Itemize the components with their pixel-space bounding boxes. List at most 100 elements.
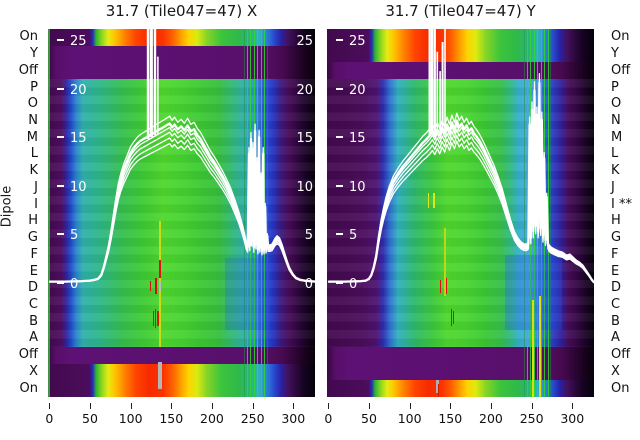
overlay-ytick-label: 5 [336, 227, 357, 245]
ytick-dash [336, 39, 343, 41]
heatmap-artifact [158, 282, 162, 292]
dipole-row-label-left: F [30, 246, 38, 262]
heatmap-artifact [523, 29, 525, 397]
x-tick-label: 250 [240, 411, 265, 426]
overlay-ytick-label-right: 0 [304, 276, 313, 292]
dipole-row-label-right: G [611, 230, 622, 246]
heatmap-artifact [544, 29, 546, 397]
ytick-dash [336, 233, 343, 235]
dipole-row-label-right: Off [611, 347, 631, 363]
heatmap-artifact [246, 29, 248, 397]
x-tick [211, 403, 214, 409]
x-tick-label: 300 [281, 411, 306, 426]
heatmap-artifact [48, 29, 50, 397]
ytick-dash [336, 87, 343, 90]
heatmap-row-stripes [48, 79, 315, 347]
dipole-row-label-right: On [611, 29, 630, 45]
overlay-ytick-label-right: 10 [296, 179, 313, 195]
dipole-row-label-right: K [611, 163, 620, 179]
heatmap-artifact [266, 29, 268, 397]
overlay-ytick-label: 0 [57, 276, 78, 294]
ytick-dash [57, 39, 64, 41]
heatmap-artifact [155, 309, 157, 328]
overlay-ytick-label: 10 [57, 179, 87, 197]
dipole-row-label-left: G [27, 230, 38, 246]
x-tick [252, 403, 254, 409]
heatmap-artifact [435, 380, 439, 393]
dipole-row-label-left: N [28, 113, 38, 128]
heatmap-band-rainbow [327, 29, 594, 63]
x-tick [328, 403, 330, 409]
dipole-row-label-left: M [26, 129, 38, 145]
heatmap-artifact [445, 278, 448, 294]
overlay-ytick-label-right: 15 [296, 131, 313, 146]
overlay-ytick-label-right: 5 [304, 228, 313, 243]
heatmap-artifact [225, 258, 270, 330]
panel-y-title: 31.7 (Tile047=47) Y [385, 2, 536, 20]
dipole-row-label-left: Y [30, 46, 38, 62]
dipole-row-label-left: A [29, 330, 38, 346]
dipole-row-label-left: O [27, 96, 38, 112]
x-tick-label: 50 [361, 411, 377, 426]
x-tick-label: 200 [479, 411, 503, 426]
x-tick-label: 300 [560, 411, 585, 426]
x-tick-label: 0 [45, 411, 54, 426]
ytick-dash [336, 136, 343, 138]
overlay-ytick-label: 25 [57, 33, 87, 51]
overlay-ytick-label: 5 [57, 227, 78, 245]
dipole-row-label-right: E [611, 263, 620, 279]
dipole-row-label-left: J [34, 179, 38, 195]
dipole-row-label-left: D [27, 280, 38, 296]
overlay-ytick-label: 15 [57, 130, 87, 148]
panel-x-title: 31.7 (Tile047=47) X [105, 2, 258, 20]
ytick-dash [57, 136, 64, 138]
overlay-ytick-label: 20 [336, 82, 366, 100]
dipole-row-label-left: L [30, 146, 38, 162]
heatmap-band-purple [48, 346, 315, 364]
dipole-row-label-left: K [29, 163, 38, 179]
overlay-ytick-label: 15 [336, 130, 366, 148]
overlay-ytick-label: 0 [336, 276, 357, 294]
dipole-row-label-right: P [611, 79, 619, 95]
ytick-dash [57, 87, 64, 90]
heatmap-artifact [433, 193, 436, 208]
heatmap-artifact [549, 29, 551, 397]
heatmap-artifact [532, 300, 534, 397]
heatmap-artifact [453, 311, 455, 324]
dipole-row-label-right: N [611, 113, 621, 128]
heatmap-artifact [260, 29, 262, 397]
ytick-dash [336, 281, 343, 284]
x-tick [89, 403, 92, 409]
heatmap-artifact [450, 309, 453, 326]
dipole-row-label-left: On [19, 29, 38, 45]
heatmap-artifact [157, 362, 162, 389]
dipole-row-label-right: L [611, 146, 619, 162]
x-tick-label: 100 [118, 411, 143, 426]
x-tick-label: 200 [200, 411, 224, 426]
heatmap-artifact [264, 29, 266, 397]
dipole-row-label-right: H [611, 213, 621, 229]
dipole-row-label-left: B [29, 313, 38, 329]
dipole-row-label-right: Off [611, 62, 631, 78]
dipole-row-label-left: Off [18, 347, 38, 363]
dipole-row-label-right: D [611, 280, 622, 296]
dipole-row-label-right: X [611, 363, 620, 379]
dipole-row-label-right: B [611, 313, 620, 329]
x-tick [490, 403, 493, 409]
dipole-row-label-right: I ** [611, 196, 632, 212]
dipole-row-label-right: M [611, 129, 623, 145]
heatmap-artifact [159, 260, 161, 278]
heatmap-artifact [253, 29, 255, 397]
overlay-ytick-label-right: 25 [296, 34, 313, 49]
x-tick-label: 250 [519, 411, 544, 426]
overlay-ytick-label: 25 [336, 33, 366, 51]
heatmap-band-rainbow [48, 29, 315, 46]
heatmap-artifact [155, 278, 157, 294]
ytick-dash [57, 281, 64, 284]
dipole-row-label-left: X [29, 363, 38, 379]
x-tick [531, 403, 533, 409]
dipole-row-label-right: C [611, 297, 621, 312]
heatmap-artifact [439, 280, 442, 293]
dipole-row-label-right: J [611, 179, 615, 195]
